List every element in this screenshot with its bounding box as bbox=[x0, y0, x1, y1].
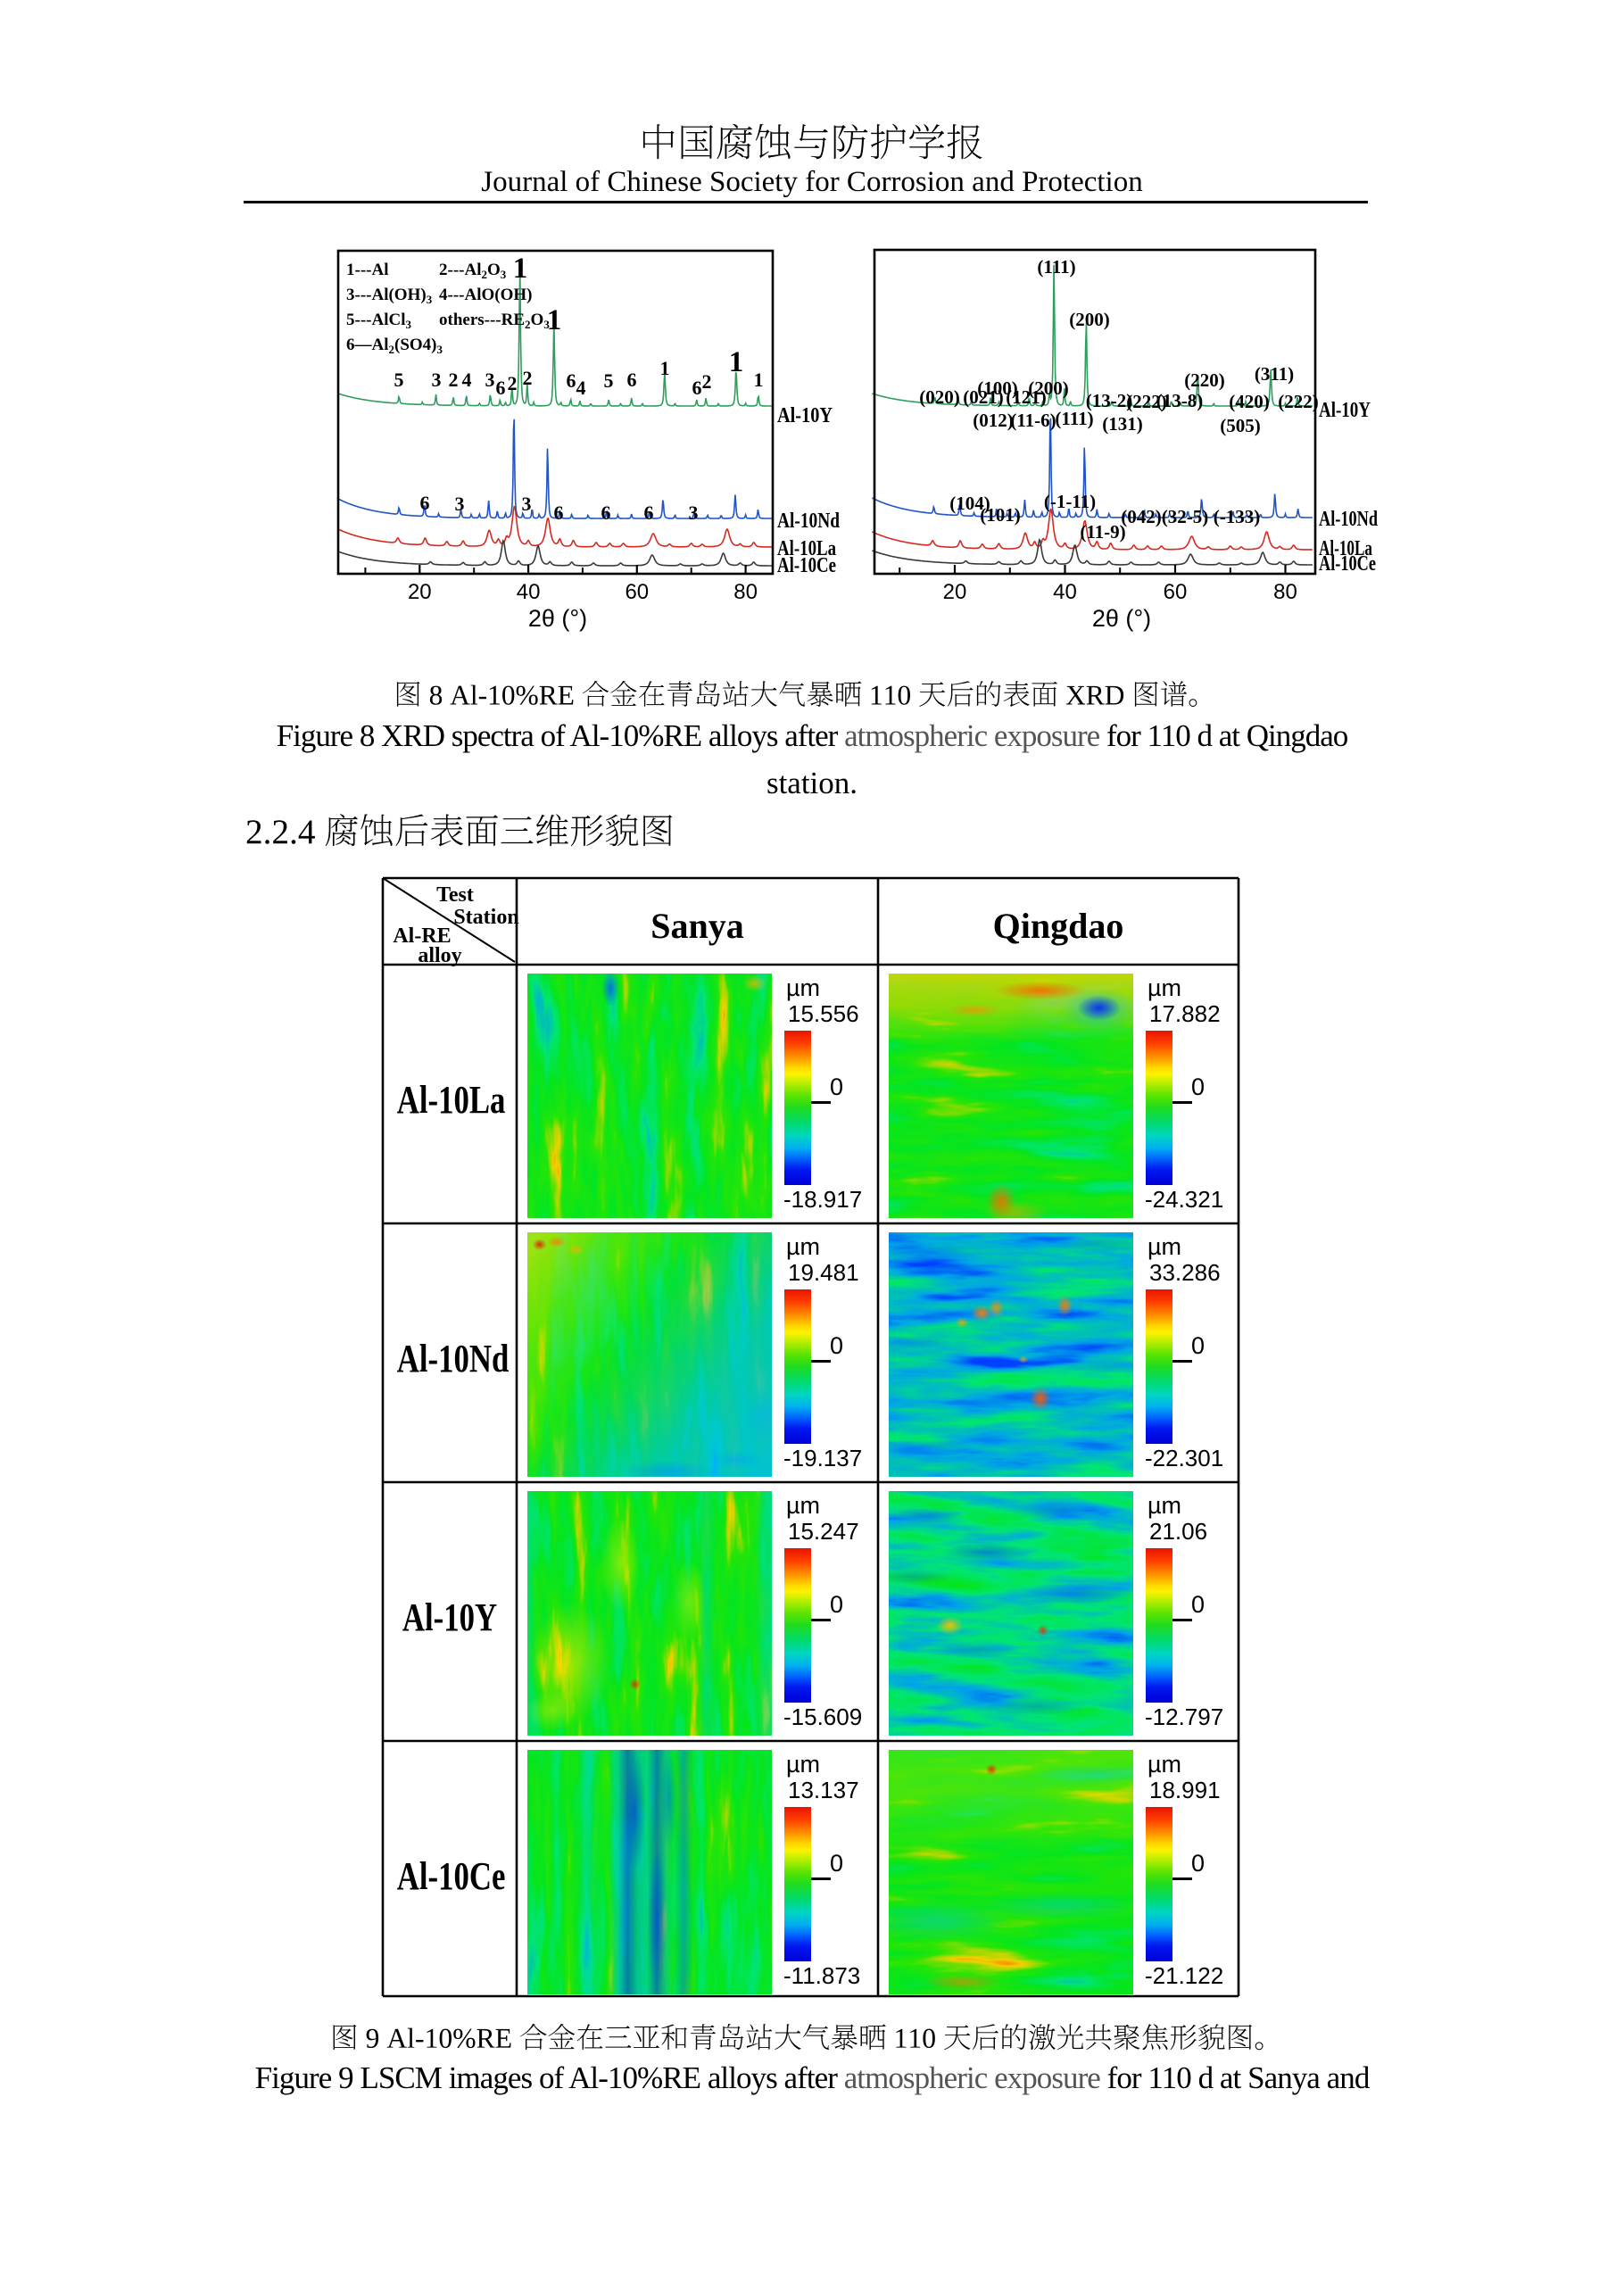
svg-text:(11-9): (11-9) bbox=[1080, 521, 1125, 543]
svg-text:Al-10La: Al-10La bbox=[777, 537, 836, 560]
svg-text:60: 60 bbox=[1164, 580, 1188, 604]
svg-text:2: 2 bbox=[508, 372, 518, 394]
svg-text:5: 5 bbox=[604, 369, 614, 392]
svg-text:2---Al2O3: 2---Al2O3 bbox=[439, 261, 507, 281]
svg-text:(104): (104) bbox=[949, 493, 990, 514]
svg-text:3: 3 bbox=[522, 493, 532, 515]
svg-text:1: 1 bbox=[660, 357, 670, 379]
svg-text:(-133): (-133) bbox=[1214, 506, 1260, 527]
svg-text:(012): (012) bbox=[973, 410, 1014, 431]
svg-text:6: 6 bbox=[496, 377, 506, 399]
svg-text:6: 6 bbox=[627, 369, 637, 391]
svg-text:(32-5): (32-5) bbox=[1162, 506, 1208, 527]
svg-text:(220): (220) bbox=[1184, 369, 1225, 391]
svg-text:(13-8): (13-8) bbox=[1156, 390, 1203, 411]
svg-text:5---AlCl3: 5---AlCl3 bbox=[346, 311, 411, 331]
svg-text:80: 80 bbox=[733, 580, 758, 604]
svg-text:4: 4 bbox=[462, 369, 472, 391]
svg-text:(111): (111) bbox=[1055, 408, 1093, 429]
svg-text:others---RE2O3: others---RE2O3 bbox=[439, 311, 550, 331]
svg-text:(222): (222) bbox=[1278, 391, 1319, 412]
svg-text:3: 3 bbox=[689, 501, 699, 524]
svg-text:6—Al2(SO4)3: 6—Al2(SO4)3 bbox=[346, 336, 443, 356]
svg-text:6: 6 bbox=[692, 377, 702, 399]
svg-text:3: 3 bbox=[432, 369, 442, 391]
svg-text:Al-10Nd: Al-10Nd bbox=[777, 510, 841, 533]
svg-text:1---Al: 1---Al bbox=[346, 261, 388, 279]
svg-text:(311): (311) bbox=[1255, 363, 1294, 385]
svg-text:40: 40 bbox=[1053, 580, 1077, 604]
svg-text:1: 1 bbox=[513, 253, 528, 285]
svg-text:(13-2): (13-2) bbox=[1086, 390, 1132, 411]
svg-text:Al-10Ce: Al-10Ce bbox=[1319, 552, 1376, 576]
svg-text:6: 6 bbox=[554, 501, 564, 524]
svg-text:(200): (200) bbox=[1069, 309, 1110, 330]
svg-text:2θ (°): 2θ (°) bbox=[528, 605, 587, 632]
svg-text:(042): (042) bbox=[1121, 506, 1162, 527]
svg-text:(420): (420) bbox=[1229, 391, 1270, 412]
svg-text:(200): (200) bbox=[1028, 377, 1069, 399]
svg-text:(11-6): (11-6) bbox=[1010, 410, 1056, 431]
svg-text:Al-10La: Al-10La bbox=[1319, 537, 1372, 560]
svg-text:3---Al(OH)3: 3---Al(OH)3 bbox=[346, 286, 433, 306]
svg-text:(111): (111) bbox=[1037, 256, 1075, 278]
svg-text:20: 20 bbox=[408, 580, 432, 604]
svg-text:(121): (121) bbox=[1006, 386, 1047, 408]
svg-text:1: 1 bbox=[729, 346, 744, 378]
svg-text:40: 40 bbox=[517, 580, 541, 604]
svg-text:6: 6 bbox=[567, 369, 576, 392]
svg-text:Al-10Ce: Al-10Ce bbox=[777, 554, 836, 577]
svg-text:(101): (101) bbox=[980, 504, 1021, 526]
svg-text:Al-10Y: Al-10Y bbox=[1319, 399, 1371, 422]
svg-text:(222): (222) bbox=[1126, 391, 1167, 412]
svg-text:(-1-11): (-1-11) bbox=[1044, 491, 1096, 512]
svg-text:6: 6 bbox=[601, 501, 611, 524]
svg-text:3: 3 bbox=[485, 369, 495, 391]
svg-text:4---AlO(OH): 4---AlO(OH) bbox=[439, 286, 532, 304]
svg-text:Al-10Nd: Al-10Nd bbox=[1319, 508, 1378, 531]
svg-text:60: 60 bbox=[625, 580, 649, 604]
svg-text:Al-10Y: Al-10Y bbox=[777, 404, 833, 427]
svg-text:1: 1 bbox=[754, 369, 764, 391]
svg-text:80: 80 bbox=[1273, 580, 1297, 604]
svg-text:6: 6 bbox=[420, 492, 430, 514]
svg-text:4: 4 bbox=[576, 377, 586, 399]
svg-text:(100): (100) bbox=[977, 377, 1018, 399]
svg-text:(505): (505) bbox=[1220, 415, 1261, 436]
svg-text:2θ (°): 2θ (°) bbox=[1092, 605, 1151, 632]
svg-text:3: 3 bbox=[455, 493, 465, 515]
svg-text:2: 2 bbox=[449, 369, 459, 391]
svg-text:(020): (020) bbox=[919, 386, 960, 408]
svg-text:6: 6 bbox=[644, 501, 654, 524]
svg-text:1: 1 bbox=[547, 304, 562, 336]
svg-text:5: 5 bbox=[394, 369, 404, 391]
svg-text:(131): (131) bbox=[1102, 413, 1143, 435]
svg-text:2: 2 bbox=[702, 370, 712, 393]
svg-text:2: 2 bbox=[523, 367, 533, 389]
svg-text:20: 20 bbox=[943, 580, 967, 604]
svg-text:(021): (021) bbox=[963, 386, 1004, 408]
